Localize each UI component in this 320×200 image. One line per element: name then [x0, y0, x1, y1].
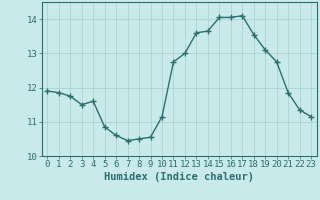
X-axis label: Humidex (Indice chaleur): Humidex (Indice chaleur)	[104, 172, 254, 182]
